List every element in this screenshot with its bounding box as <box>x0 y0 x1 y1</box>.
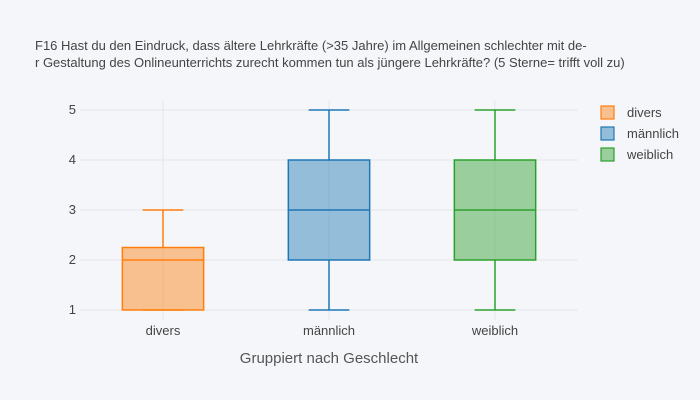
x-axis-ticks: divers männlich weiblich <box>146 323 518 338</box>
legend-label: weiblich <box>626 147 673 162</box>
legend-label: männlich <box>627 126 679 141</box>
legend: divers männlich weiblich <box>600 105 679 162</box>
box-2 <box>287 109 371 311</box>
y-tick-label: 4 <box>69 152 76 167</box>
box-1 <box>121 209 205 311</box>
chart-title-line: r Gestaltung des Onlineunterrichts zurec… <box>35 55 625 70</box>
x-tick-label: männlich <box>303 323 355 338</box>
x-tick-label: weiblich <box>471 323 518 338</box>
legend-swatch <box>600 147 615 162</box>
legend-label: divers <box>627 105 662 120</box>
legend-swatch <box>600 105 615 120</box>
boxes <box>121 109 537 311</box>
y-axis-ticks: 1 2 3 4 5 <box>69 102 76 317</box>
y-tick-label: 2 <box>69 252 76 267</box>
chart-title-line: F16 Hast du den Eindruck, dass ältere Le… <box>35 38 587 53</box>
y-tick-label: 3 <box>69 202 76 217</box>
box-iqr <box>121 246 205 311</box>
chart-title: F16 Hast du den Eindruck, dass ältere Le… <box>35 38 625 70</box>
x-tick-label: divers <box>146 323 181 338</box>
y-tick-label: 5 <box>69 102 76 117</box>
x-axis-title: Gruppiert nach Geschlecht <box>240 350 419 367</box>
box-3 <box>453 109 537 311</box>
legend-swatch <box>600 126 615 141</box>
y-tick-label: 1 <box>69 302 76 317</box>
